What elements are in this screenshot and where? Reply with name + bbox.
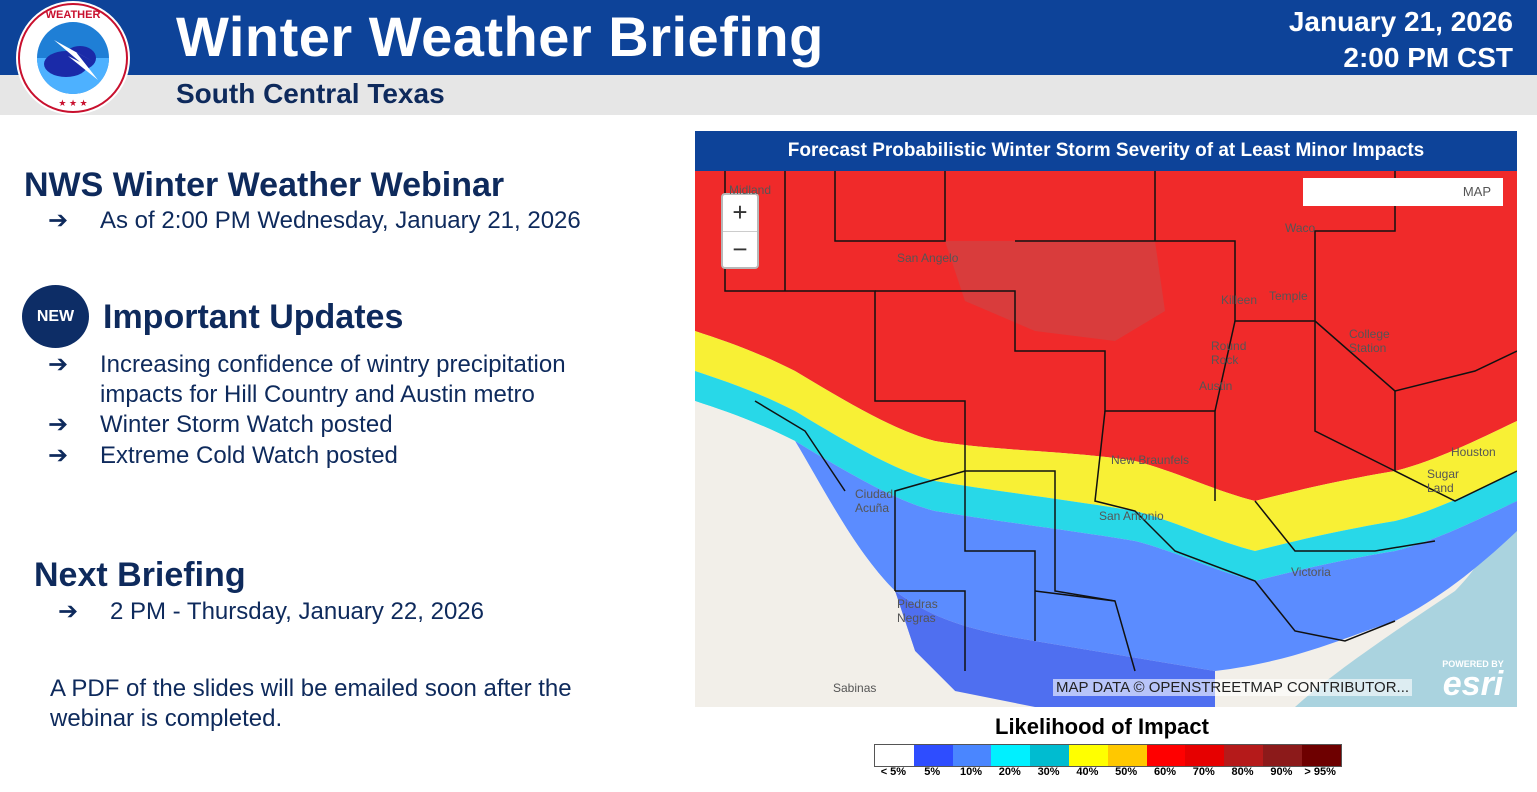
page-title: Winter Weather Briefing — [176, 5, 824, 68]
city-label: Ciudad Acuña — [855, 487, 894, 515]
header-bar — [0, 0, 1537, 75]
zoom-in-button[interactable]: + — [723, 195, 757, 232]
legend-label: 60% — [1153, 766, 1176, 778]
map-attribution: MAP DATA © OPENSTREETMAP CONTRIBUTOR... — [1053, 679, 1413, 696]
legend-swatch — [1068, 745, 1108, 766]
update-item-text: Increasing confidence of wintry precipit… — [100, 351, 566, 408]
legend-label: 10% — [959, 766, 982, 778]
legend-label: 80% — [1231, 766, 1254, 778]
legend-swatch — [1185, 745, 1225, 766]
briefing-datetime: January 21, 2026 2:00 PM CST — [1289, 4, 1513, 76]
zoom-out-button[interactable]: − — [732, 234, 748, 264]
legend-swatch — [1262, 745, 1302, 766]
arrow-icon: ➔ — [48, 442, 69, 469]
city-label: Waco — [1285, 221, 1316, 235]
new-badge: NEW — [22, 285, 89, 348]
arrow-icon: ➔ — [48, 411, 69, 438]
update-item-text: Winter Storm Watch posted — [100, 411, 393, 438]
legend-swatch — [1030, 745, 1069, 766]
update-item-text: Extreme Cold Watch posted — [100, 442, 398, 469]
legend-title: Likelihood of Impact — [995, 714, 1209, 739]
map-canvas[interactable] — [695, 171, 1517, 707]
webinar-title: NWS Winter Weather Webinar — [24, 166, 505, 204]
impact-map[interactable]: Forecast Probabilistic Winter Storm Seve… — [695, 131, 1517, 707]
city-label: Victoria — [1291, 565, 1331, 579]
legend-label: 5% — [924, 766, 941, 778]
legend-label: 40% — [1076, 766, 1099, 778]
next-briefing-title: Next Briefing — [34, 556, 246, 594]
zoom-control[interactable]: + − — [721, 193, 759, 269]
city-label: Sabinas — [833, 681, 877, 695]
legend-label: 70% — [1192, 766, 1215, 778]
update-item: ➔ Increasing confidence of wintry precip… — [48, 350, 648, 410]
legend-label: > 95% — [1304, 766, 1336, 778]
legend-label: 20% — [998, 766, 1021, 778]
city-label: Piedras Negras — [897, 597, 938, 625]
esri-powered-label: POWERED BY — [1442, 659, 1504, 669]
webinar-item-text: As of 2:00 PM Wednesday, January 21, 202… — [100, 207, 581, 234]
legend-color-bar — [874, 744, 1342, 767]
esri-logo-icon: POWERED BY esri — [1435, 659, 1511, 703]
city-label: Sugar Land — [1427, 467, 1460, 495]
legend-labels: < 5% 5% 10% 20% 30% 40% 50% 60% 70% 80% 90% > 95% — [874, 766, 1340, 778]
city-label: New Braunfels — [1111, 453, 1190, 467]
city-label: San Angelo — [897, 251, 959, 265]
legend-swatch — [1107, 745, 1147, 766]
city-label: College Station — [1349, 327, 1390, 355]
map-search-box[interactable]: MAP — [1303, 178, 1503, 206]
legend-swatch — [1301, 745, 1341, 766]
legend-swatch — [952, 745, 992, 766]
city-label: Round Rock — [1211, 339, 1247, 367]
city-label: Austin — [1199, 379, 1233, 393]
city-label: San Antonio — [1099, 509, 1164, 523]
region-label: South Central Texas — [176, 78, 445, 109]
legend-label: 30% — [1037, 766, 1060, 778]
legend-label: < 5% — [880, 766, 907, 778]
briefing-date: January 21, 2026 — [1288, 6, 1513, 37]
legend-label: 90% — [1270, 766, 1293, 778]
city-label: Midland — [729, 183, 772, 197]
pdf-note: A PDF of the slides will be emailed soon… — [50, 675, 572, 732]
city-label: Killeen — [1221, 293, 1258, 307]
nws-logo-icon: WEATHER ★ ★ ★ — [16, 1, 130, 115]
legend-swatch — [1224, 745, 1263, 766]
briefing-time: 2:00 PM CST — [1343, 42, 1513, 73]
subheader-bar — [0, 75, 1537, 115]
map-title: Forecast Probabilistic Winter Storm Seve… — [695, 131, 1517, 171]
arrow-icon: ➔ — [48, 351, 69, 378]
city-label: Houston — [1451, 445, 1496, 459]
svg-text:WEATHER: WEATHER — [46, 9, 101, 21]
arrow-icon: ➔ — [58, 598, 79, 625]
next-briefing-text: 2 PM - Thursday, January 22, 2026 — [110, 598, 484, 625]
city-label: Temple — [1269, 289, 1308, 303]
esri-wordmark: esri — [1442, 665, 1504, 703]
legend-swatch — [1146, 745, 1186, 766]
svg-text:★ ★ ★: ★ ★ ★ — [58, 98, 87, 108]
map-search-hint: MAP — [1462, 184, 1491, 199]
legend-swatch — [913, 745, 953, 766]
legend-swatch — [991, 745, 1031, 766]
legend-label: 50% — [1115, 766, 1138, 778]
updates-title: Important Updates — [103, 298, 404, 336]
legend-swatch — [875, 745, 914, 766]
arrow-icon: ➔ — [48, 207, 69, 234]
